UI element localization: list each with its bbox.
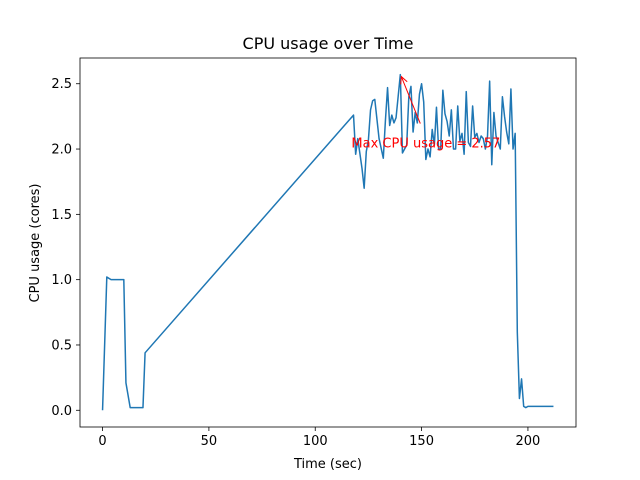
plot-frame [79, 57, 577, 428]
x-tick-label: 0 [98, 434, 106, 449]
y-tick-label: 0.0 [51, 404, 72, 419]
y-axis-ticks: 0.0 0.5 1.0 1.5 2.0 2.5 [51, 77, 80, 419]
x-tick-label: 50 [201, 434, 218, 449]
y-tick-label: 1.0 [51, 273, 72, 288]
max-annotation: Max CPU usage = 2.57 [351, 75, 500, 152]
annotation-text: Max CPU usage = 2.57 [351, 137, 500, 152]
x-tick-label: 100 [303, 434, 328, 449]
x-tick-label: 150 [409, 434, 434, 449]
chart-title: CPU usage over Time [243, 34, 414, 53]
y-tick-label: 2.0 [51, 143, 72, 158]
y-axis-label: CPU usage (cores) [28, 184, 43, 303]
y-tick-label: 0.5 [51, 338, 72, 353]
x-axis-ticks: 0 50 100 150 200 [98, 427, 540, 449]
y-tick-label: 1.5 [51, 208, 72, 223]
x-axis-label: Time (sec) [293, 457, 362, 472]
y-tick-label: 2.5 [51, 77, 72, 92]
annotation-arrowhead [400, 75, 408, 85]
plot-area [79, 57, 577, 428]
series-line-0 [101, 73, 554, 411]
annotation-arrow [400, 76, 421, 124]
x-tick-label: 200 [516, 434, 541, 449]
